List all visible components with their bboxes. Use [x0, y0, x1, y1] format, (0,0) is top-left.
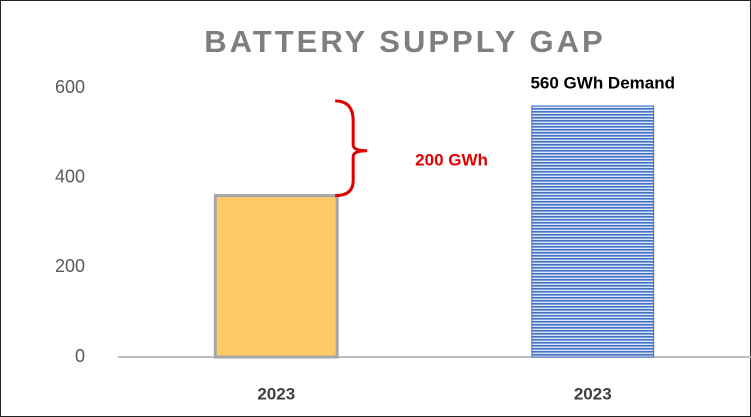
y-tick-label: 600	[55, 77, 85, 97]
y-tick-label: 200	[55, 256, 85, 276]
bracket	[335, 99, 368, 198]
x-tick-label: 2023	[574, 384, 612, 403]
y-tick-label: 0	[75, 346, 85, 366]
bar	[213, 194, 339, 359]
annotation: 200 GWh	[415, 150, 488, 169]
bar	[531, 105, 655, 358]
y-tick-label: 400	[55, 166, 85, 186]
annotation: 560 GWh Demand	[530, 73, 675, 92]
x-tick-label: 2023	[257, 384, 295, 403]
chart-title: BATTERY SUPPLY GAP	[204, 24, 605, 59]
